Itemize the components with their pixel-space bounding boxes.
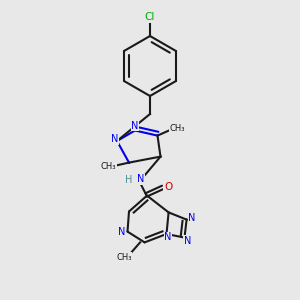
Text: Cl: Cl xyxy=(145,12,155,22)
Text: CH₃: CH₃ xyxy=(116,253,132,262)
Text: N: N xyxy=(118,226,126,237)
Text: CH₃: CH₃ xyxy=(101,162,116,171)
Text: O: O xyxy=(164,182,172,192)
Text: N: N xyxy=(164,232,172,242)
Text: N: N xyxy=(111,134,118,145)
Text: N: N xyxy=(184,236,191,246)
Text: N: N xyxy=(131,121,139,131)
Text: H: H xyxy=(125,175,133,185)
Text: N: N xyxy=(137,174,144,184)
Text: CH₃: CH₃ xyxy=(169,124,185,133)
Text: N: N xyxy=(188,213,196,223)
